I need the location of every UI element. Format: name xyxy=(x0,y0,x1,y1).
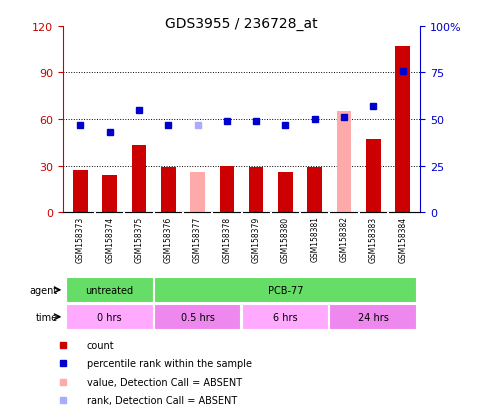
Bar xyxy=(220,166,234,213)
Bar xyxy=(102,176,117,213)
Bar xyxy=(161,168,176,213)
Bar xyxy=(190,173,205,213)
Bar xyxy=(307,168,322,213)
Text: untreated: untreated xyxy=(85,285,134,295)
Text: GSM158378: GSM158378 xyxy=(222,216,231,262)
Text: GSM158380: GSM158380 xyxy=(281,216,290,262)
Bar xyxy=(329,304,417,330)
Text: count: count xyxy=(87,340,114,350)
Text: rank, Detection Call = ABSENT: rank, Detection Call = ABSENT xyxy=(87,395,237,405)
Bar xyxy=(66,277,155,304)
Bar xyxy=(337,112,351,213)
Text: PCB-77: PCB-77 xyxy=(268,285,303,295)
Bar xyxy=(154,304,242,330)
Text: time: time xyxy=(36,312,58,322)
Text: percentile rank within the sample: percentile rank within the sample xyxy=(87,358,252,368)
Text: GSM158374: GSM158374 xyxy=(105,216,114,262)
Bar xyxy=(366,140,381,213)
Text: 6 hrs: 6 hrs xyxy=(273,312,298,322)
Bar xyxy=(73,171,88,213)
Text: 0 hrs: 0 hrs xyxy=(98,312,122,322)
Bar xyxy=(395,47,410,213)
Text: GSM158379: GSM158379 xyxy=(252,216,261,262)
Text: GSM158376: GSM158376 xyxy=(164,216,173,262)
Text: 0.5 hrs: 0.5 hrs xyxy=(181,312,214,322)
Bar xyxy=(242,304,329,330)
Text: GSM158382: GSM158382 xyxy=(340,216,349,262)
Bar xyxy=(278,173,293,213)
Text: 24 hrs: 24 hrs xyxy=(358,312,389,322)
Text: GSM158383: GSM158383 xyxy=(369,216,378,262)
Bar xyxy=(154,277,417,303)
Text: GDS3955 / 236728_at: GDS3955 / 236728_at xyxy=(165,17,318,31)
Text: GSM158373: GSM158373 xyxy=(76,216,85,262)
Text: GSM158381: GSM158381 xyxy=(310,216,319,262)
Text: agent: agent xyxy=(30,285,58,295)
Bar xyxy=(66,277,154,303)
Text: GSM158384: GSM158384 xyxy=(398,216,407,262)
Bar xyxy=(66,304,154,330)
Text: GSM158375: GSM158375 xyxy=(134,216,143,262)
Bar xyxy=(249,168,263,213)
Bar xyxy=(132,146,146,213)
Text: value, Detection Call = ABSENT: value, Detection Call = ABSENT xyxy=(87,377,242,387)
Text: GSM158377: GSM158377 xyxy=(193,216,202,262)
